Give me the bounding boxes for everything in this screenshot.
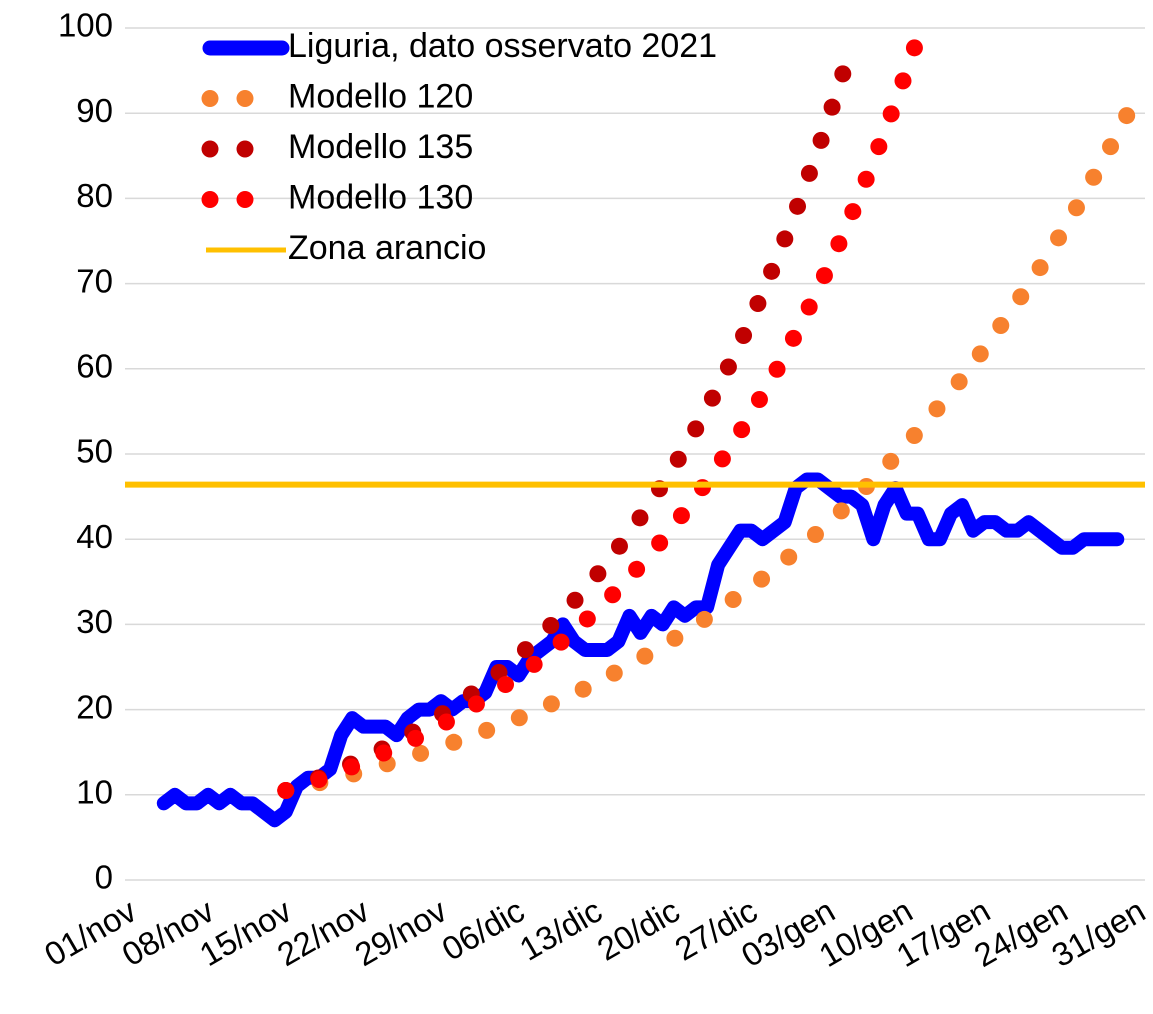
y-tick-label: 40 [76, 518, 113, 555]
legend-label: Zona arancio [288, 229, 486, 267]
y-tick-label: 30 [76, 603, 113, 640]
y-tick-label: 80 [76, 177, 113, 214]
legend-label: Modello 135 [288, 128, 473, 166]
legend: Liguria, dato osservato 2021 Modello 120 M… [201, 27, 717, 267]
x-tick-label: 13/dic [513, 892, 608, 968]
x-tick-label: 29/nov [349, 891, 454, 973]
legend-label: Modello 120 [288, 77, 473, 115]
x-tick-label: 20/dic [591, 892, 686, 968]
y-tick-label: 50 [76, 433, 113, 470]
y-tick-label: 100 [58, 7, 113, 44]
x-tick-label: 06/dic [436, 892, 531, 968]
y-tick-label: 10 [76, 774, 113, 811]
y-tick-label: 70 [76, 262, 113, 299]
legend-label: Liguria, dato osservato 2021 [288, 27, 717, 65]
series-line [277, 103, 1137, 800]
y-tick-label: 20 [76, 688, 113, 725]
y-tick-label: 90 [76, 92, 113, 129]
series-line [277, 29, 927, 800]
y-tick-label: 60 [76, 348, 113, 385]
legend-label: Modello 130 [288, 178, 473, 216]
y-tick-label: 0 [95, 859, 113, 896]
